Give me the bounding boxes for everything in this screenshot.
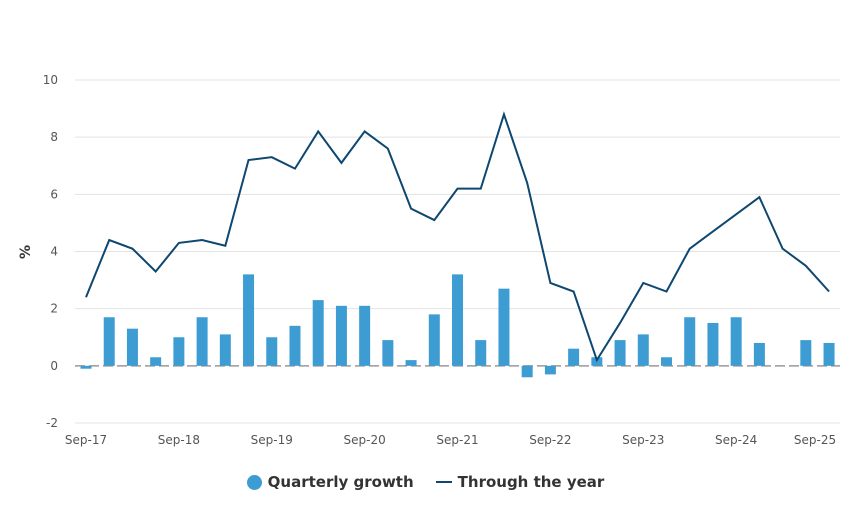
bar bbox=[196, 317, 208, 366]
bar bbox=[80, 365, 92, 369]
bar bbox=[614, 340, 626, 366]
bar bbox=[637, 334, 649, 366]
bar bbox=[730, 317, 742, 366]
y-tick-label: 4 bbox=[50, 245, 58, 259]
bar bbox=[428, 314, 440, 366]
x-tick-label: Sep-21 bbox=[436, 433, 478, 447]
x-tick-label: Sep-22 bbox=[529, 433, 571, 447]
legend: Quarterly growth Through the year bbox=[0, 473, 851, 491]
legend-item-through-the-year[interactable]: Through the year bbox=[435, 473, 605, 491]
bar bbox=[243, 274, 255, 366]
bar bbox=[266, 337, 278, 366]
bar bbox=[661, 357, 672, 366]
x-tick-label: Sep-17 bbox=[65, 433, 107, 447]
bar bbox=[335, 305, 347, 366]
x-tick-label: Sep-23 bbox=[622, 433, 664, 447]
bar bbox=[312, 300, 324, 366]
legend-item-quarterly-growth[interactable]: Quarterly growth bbox=[246, 473, 414, 491]
bar bbox=[173, 337, 185, 366]
bar bbox=[684, 317, 696, 366]
bar bbox=[126, 328, 138, 366]
legend-label: Through the year bbox=[457, 473, 605, 491]
y-axis-label: % bbox=[18, 245, 34, 259]
bar bbox=[800, 340, 812, 366]
bar bbox=[544, 365, 556, 375]
bar bbox=[103, 317, 115, 366]
bar bbox=[359, 305, 371, 366]
y-tick-label: 10 bbox=[43, 73, 58, 87]
bar bbox=[707, 322, 719, 366]
y-tick-label: -2 bbox=[46, 416, 58, 430]
y-tick-label: 2 bbox=[50, 302, 58, 316]
bar bbox=[753, 342, 765, 366]
bar bbox=[382, 340, 394, 366]
y-tick-label: 8 bbox=[50, 130, 58, 144]
bar bbox=[405, 360, 417, 366]
bar bbox=[452, 274, 464, 366]
bar bbox=[498, 288, 510, 366]
bar bbox=[475, 340, 487, 366]
x-tick-label: Sep-25 bbox=[794, 433, 836, 447]
bar bbox=[568, 348, 580, 366]
legend-swatch-line bbox=[435, 481, 452, 483]
x-tick-label: Sep-24 bbox=[715, 433, 757, 447]
legend-label: Quarterly growth bbox=[267, 473, 414, 491]
x-tick-label: Sep-18 bbox=[158, 433, 200, 447]
bar bbox=[289, 325, 301, 366]
legend-swatch-bar bbox=[246, 474, 262, 490]
bar bbox=[823, 342, 835, 366]
y-tick-label: 6 bbox=[50, 187, 58, 201]
bar bbox=[219, 334, 231, 366]
bar bbox=[150, 357, 162, 366]
x-tick-label: Sep-19 bbox=[251, 433, 293, 447]
y-tick-label: 0 bbox=[50, 359, 58, 373]
bar bbox=[521, 365, 533, 378]
x-tick-label: Sep-20 bbox=[344, 433, 386, 447]
